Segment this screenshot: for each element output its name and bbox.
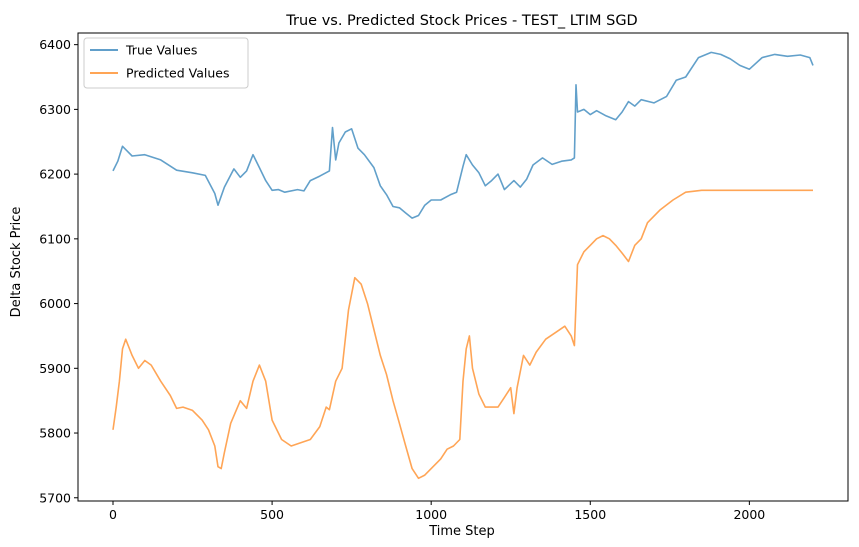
- x-tick-label: 1000: [415, 507, 447, 522]
- y-tick-label: 5800: [39, 426, 71, 441]
- y-tick-label: 6300: [39, 102, 71, 117]
- x-axis-ticks: 0 500 1000 1500 2000: [109, 501, 765, 522]
- x-axis-label: Time Step: [428, 524, 495, 539]
- y-tick-label: 5700: [39, 490, 71, 505]
- y-axis-ticks: 5700 5800 5900 6000 6100 6200 6300 6400: [39, 37, 78, 505]
- y-tick-label: 5900: [39, 361, 71, 376]
- legend-label-predicted-values: Predicted Values: [126, 66, 230, 81]
- series-layer: [112, 51, 814, 480]
- plot-frame: [77, 32, 849, 502]
- series-line-predicted-values: [112, 189, 813, 480]
- x-tick-label: 0: [109, 507, 117, 522]
- legend: True Values Predicted Values: [83, 37, 249, 89]
- y-tick-label: 6100: [39, 231, 71, 246]
- y-tick-label: 6400: [39, 37, 71, 52]
- legend-label-true-values: True Values: [125, 43, 197, 58]
- y-tick-label: 6200: [39, 167, 71, 182]
- x-tick-label: 1500: [574, 507, 606, 522]
- y-tick-label: 6000: [39, 296, 71, 311]
- series-line-true-values: [112, 51, 814, 219]
- chart-title: True vs. Predicted Stock Prices - TEST_ …: [285, 13, 637, 29]
- x-tick-label: 500: [260, 507, 284, 522]
- y-axis-label: Delta Stock Price: [9, 207, 24, 318]
- x-tick-label: 2000: [733, 507, 765, 522]
- legend-box: [83, 37, 249, 89]
